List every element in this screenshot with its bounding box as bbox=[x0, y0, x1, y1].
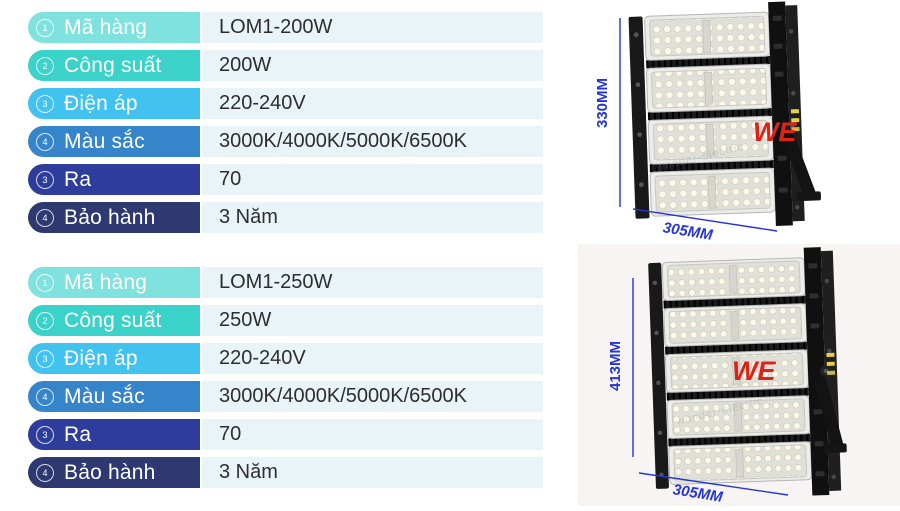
spec-label-pill: 2 Công suất bbox=[28, 305, 200, 336]
number-badge-icon: 4 bbox=[36, 132, 54, 151]
brand-logo: WE bbox=[753, 117, 797, 147]
spec-label-pill: 3 Điện áp bbox=[28, 88, 200, 119]
reflective-sticker bbox=[826, 352, 835, 357]
spec-label-pill: 4 Bảo hành bbox=[28, 202, 200, 233]
spec-label: Điện áp bbox=[64, 346, 138, 370]
spec-label-pill: 3 Ra bbox=[28, 419, 200, 450]
number-badge-icon: 3 bbox=[36, 425, 54, 444]
reflective-sticker bbox=[827, 370, 836, 375]
led-module bbox=[664, 349, 809, 393]
spec-label: Ra bbox=[64, 167, 92, 191]
number-badge-icon: 3 bbox=[36, 170, 54, 189]
spec-label: Công suất bbox=[64, 53, 162, 77]
spec-label: Mã hàng bbox=[64, 15, 148, 39]
spec-label: Mã hàng bbox=[64, 270, 148, 294]
led-module bbox=[649, 167, 776, 217]
width-dimension-label: 305MM bbox=[662, 219, 715, 244]
spec-value: LOM1-250W bbox=[202, 267, 543, 298]
height-dimension-label: 330MM bbox=[594, 78, 611, 128]
table-row: 2 Công suất 250W bbox=[28, 305, 543, 336]
spec-label-pill: 1 Mã hàng bbox=[28, 267, 200, 298]
table-row: 4 Màu sắc 3000K/4000K/5000K/6500K bbox=[28, 126, 543, 157]
table-row: 3 Điện áp 220-240V bbox=[28, 343, 543, 374]
number-badge-icon: 2 bbox=[36, 56, 54, 75]
spec-label-pill: 2 Công suất bbox=[28, 50, 200, 81]
spec-value: 220-240V bbox=[202, 343, 543, 374]
spec-label: Ra bbox=[64, 422, 92, 446]
reflective-sticker bbox=[790, 109, 799, 114]
table-row: 4 Bảo hành 3 Năm bbox=[28, 202, 543, 233]
spec-value: 3 Năm bbox=[202, 202, 543, 233]
spec-label-pill: 3 Ra bbox=[28, 164, 200, 195]
spec-value: 3000K/4000K/5000K/6500K bbox=[202, 126, 543, 157]
spec-label-pill: 1 Mã hàng bbox=[28, 12, 200, 43]
spec-value: 3000K/4000K/5000K/6500K bbox=[202, 381, 543, 412]
spec-label: Bảo hành bbox=[64, 205, 156, 229]
spec-label: Bảo hành bbox=[64, 460, 156, 484]
spec-table-200w: 1 Mã hàng LOM1-200W 2 Công suất 200W 3 Đ… bbox=[28, 12, 543, 233]
number-badge-icon: 4 bbox=[36, 208, 54, 227]
table-row: 1 Mã hàng LOM1-250W bbox=[28, 267, 543, 298]
table-row: 3 Ra 70 bbox=[28, 419, 543, 450]
spec-value: 250W bbox=[202, 305, 543, 336]
floodlight-body bbox=[648, 247, 847, 496]
spec-value: 70 bbox=[202, 419, 543, 450]
reflective-sticker bbox=[791, 118, 800, 123]
table-row: 4 Bảo hành 3 Năm bbox=[28, 457, 543, 488]
reflective-sticker bbox=[791, 127, 800, 132]
product-photo-330mm: wonder-electric WE 330MM 305MM bbox=[560, 0, 900, 255]
led-module bbox=[645, 63, 773, 113]
led-module bbox=[666, 395, 811, 439]
number-badge-icon: 2 bbox=[36, 311, 54, 330]
table-row: 1 Mã hàng LOM1-200W bbox=[28, 12, 543, 43]
led-module bbox=[663, 303, 808, 347]
table-row: 4 Màu sắc 3000K/4000K/5000K/6500K bbox=[28, 381, 543, 412]
table-row: 3 Điện áp 220-240V bbox=[28, 88, 543, 119]
number-badge-icon: 3 bbox=[36, 94, 54, 113]
led-module bbox=[644, 11, 771, 61]
spec-value: LOM1-200W bbox=[202, 12, 543, 43]
spec-value: 3 Năm bbox=[202, 457, 543, 488]
number-badge-icon: 1 bbox=[36, 273, 54, 292]
spec-label: Màu sắc bbox=[64, 384, 145, 408]
table-row: 3 Ra 70 bbox=[28, 164, 543, 195]
spec-label: Công suất bbox=[64, 308, 162, 332]
floodlight-4-module-image: wonder-electric WE 330MM 305MM bbox=[594, 1, 821, 244]
spec-label-pill: 4 Màu sắc bbox=[28, 381, 200, 412]
led-module bbox=[668, 441, 813, 485]
width-dimension-line bbox=[632, 208, 778, 232]
number-badge-icon: 1 bbox=[36, 18, 54, 37]
number-badge-icon: 4 bbox=[36, 463, 54, 482]
spec-label: Điện áp bbox=[64, 91, 138, 115]
spec-value: 200W bbox=[202, 50, 543, 81]
table-row: 2 Công suất 200W bbox=[28, 50, 543, 81]
floodlight-body bbox=[628, 1, 821, 226]
spec-label-pill: 4 Màu sắc bbox=[28, 126, 200, 157]
spec-label-pill: 3 Điện áp bbox=[28, 343, 200, 374]
reflective-sticker bbox=[826, 361, 835, 366]
height-dimension-label: 413MM bbox=[607, 341, 624, 391]
brand-logo: WE bbox=[732, 356, 776, 386]
product-photo-413mm: wonder-electric WE 413MM 305MM bbox=[560, 244, 900, 511]
floodlight-5-module-image: wonder-electric WE 413MM 305MM bbox=[578, 244, 900, 506]
spec-value: 70 bbox=[202, 164, 543, 195]
spec-label-pill: 4 Bảo hành bbox=[28, 457, 200, 488]
led-module bbox=[647, 115, 774, 165]
spec-label: Màu sắc bbox=[64, 129, 145, 153]
number-badge-icon: 3 bbox=[36, 349, 54, 368]
number-badge-icon: 4 bbox=[36, 387, 54, 406]
led-module bbox=[661, 257, 806, 301]
width-dimension-line bbox=[638, 472, 789, 496]
spec-table-250w: 1 Mã hàng LOM1-250W 2 Công suất 250W 3 Đ… bbox=[28, 267, 543, 488]
spec-value: 220-240V bbox=[202, 88, 543, 119]
